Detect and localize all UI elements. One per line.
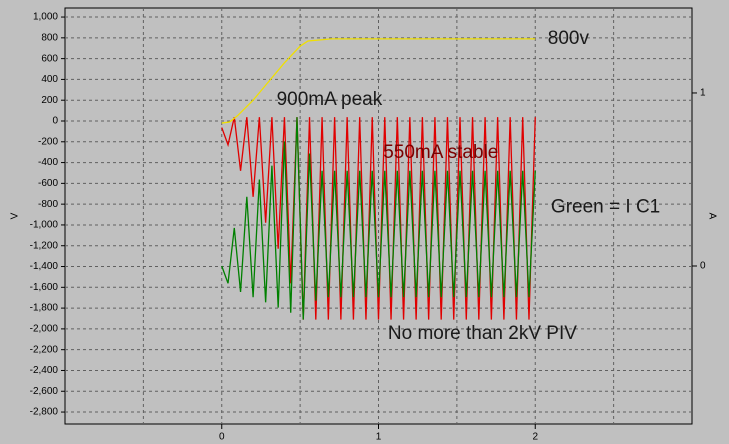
x-tick-label: 1 — [376, 432, 382, 443]
y-tick-label: -2,000 — [30, 324, 59, 335]
y-axis-label: V — [10, 212, 21, 219]
y-tick-label: -200 — [38, 136, 58, 147]
y2-tick-label: 0 — [700, 261, 706, 272]
y-tick-label: 800 — [41, 32, 58, 43]
y-tick-label: -600 — [38, 178, 58, 189]
y-tick-label: -2,200 — [30, 344, 59, 355]
y-tick-label: 400 — [41, 74, 58, 85]
series-line — [221, 38, 536, 124]
y-tick-label: -800 — [38, 199, 58, 210]
y-tick-label: 0 — [52, 116, 58, 127]
annotation: 550mA stable — [383, 142, 498, 163]
y2-tick-label: 1 — [700, 88, 706, 99]
annotation: 900mA peak — [277, 89, 383, 110]
y-tick-label: -2,800 — [30, 407, 59, 418]
y-tick-label: -2,400 — [30, 365, 59, 376]
y-tick-label: -1,600 — [30, 282, 59, 293]
plot-area — [64, 7, 693, 425]
annotation: Green = I C1 — [551, 196, 660, 217]
y-tick-label: -1,200 — [30, 240, 59, 251]
annotation: 800v — [548, 28, 590, 49]
y-tick-label: 1,000 — [33, 12, 58, 23]
y-tick-label: 600 — [41, 53, 58, 64]
y2-axis-label: A — [706, 213, 717, 220]
y-tick-label: -1,800 — [30, 303, 59, 314]
y-tick-label: 200 — [41, 95, 58, 106]
y-tick-label: -1,400 — [30, 261, 59, 272]
x-tick-label: 0 — [219, 432, 225, 443]
y-tick-label: -400 — [38, 157, 58, 168]
y-tick-label: -2,600 — [30, 386, 59, 397]
y-tick-label: -1,000 — [30, 220, 59, 231]
x-tick-label: 2 — [532, 432, 538, 443]
annotation: No more than 2kV PIV — [388, 323, 577, 344]
series-line — [221, 117, 536, 320]
series-line — [221, 117, 536, 320]
